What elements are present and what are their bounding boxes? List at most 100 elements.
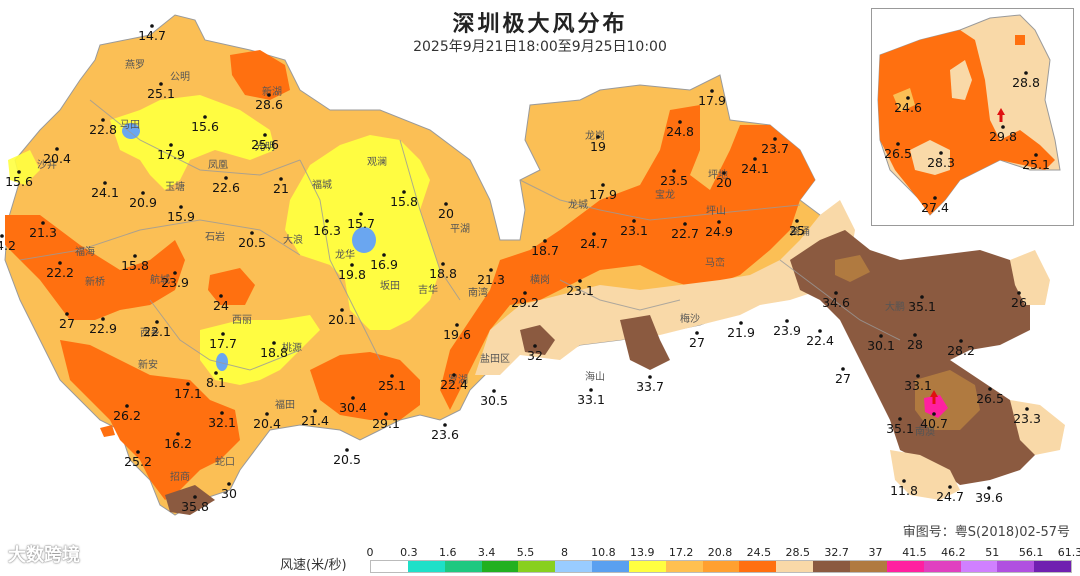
legend-tick-label: 0.3 [400,546,418,559]
district-label: 葵涌 [790,226,810,238]
station-value-label: 32.1 [208,415,236,430]
station-value-label: 22.7 [671,226,699,241]
station-marker [773,137,777,141]
district-label: 龙华 [335,248,355,261]
station-value-label: 22.9 [89,321,117,336]
zone-brown-meisha [620,315,670,370]
inset-yellow-spot [893,88,915,112]
zone-yellow-north [110,95,275,190]
district-label: 新桥 [85,275,105,288]
station-marker [313,409,317,413]
station-marker [227,482,231,486]
legend-swatch [886,561,924,572]
station-marker [785,319,789,323]
legend-tick-label: 24.5 [746,546,772,559]
district-label: 光明 [255,140,275,153]
station-value-label: 15.8 [121,258,149,273]
legend-swatch [923,561,961,572]
station-marker [58,261,62,265]
zone-tan-south [915,370,980,430]
station-marker [176,432,180,436]
max-arrow-icon [930,390,938,404]
legend-tick-label: 0 [366,546,374,559]
station-value-label: 17.9 [157,147,185,162]
legend-swatch [702,561,740,572]
district-label: 龙岗 [585,129,605,142]
station-marker [351,396,355,400]
station-marker [214,371,218,375]
station-marker [592,232,596,236]
wind-speed-legend: 风速(米/秒) 0 0.3 1.6 3.4 5.5 8 10.8 13.9 17.2 20.8 24… [280,546,1080,574]
station-value-label: 20 [438,206,454,221]
district-label: 横岗 [530,273,550,286]
station-value-label: 17.7 [209,336,237,351]
station-value-label: 15.6 [191,119,219,134]
station-marker [898,417,902,421]
inset-orange-dot [1015,35,1025,45]
watermark-text: 大数跨境 [8,545,80,566]
station-marker [101,118,105,122]
station-marker [103,181,107,185]
legend-swatch [813,561,850,572]
district-label: 蛇口 [215,455,235,468]
legend-tick-label: 56.1 [1018,546,1044,559]
station-marker [173,271,177,275]
station-marker [959,339,963,343]
legend-swatch [628,561,666,572]
station-value-label: 33.1 [577,392,605,407]
district-label: 马田 [120,119,140,131]
station-marker [65,312,69,316]
station-marker [948,485,952,489]
zone-orange-south [310,352,420,420]
station-group: 14.7 25.1 28.6 22.8 15.6 25.6 20.4 17.9 15.6 24.1… [0,24,1050,514]
district-label: 凤凰 [208,159,228,171]
station-marker [678,120,682,124]
station-marker [672,169,676,173]
legend-swatch [997,561,1035,572]
station-marker [648,375,652,379]
station-marker [739,321,743,325]
station-marker [455,323,459,327]
station-value-label: 27 [689,335,705,350]
station-value-label: 23.1 [620,223,648,238]
station-marker [159,82,163,86]
station-marker [695,331,699,335]
station-value-label: 21.4 [301,413,329,428]
station-value-label: 22.4 [440,377,468,392]
district-label: 西乡 [140,327,160,339]
station-value-label: 22.4 [806,333,834,348]
station-value-label: 17.9 [589,187,617,202]
station-value-label: 23.5 [660,173,688,188]
station-value-label: 34.6 [822,295,850,310]
wind-map: 燕罗 公明 新湖 马田 光明 凤凰 玉塘 福城 观澜 沙井 福海 新桥 石岩 大… [4,14,1065,516]
station-marker [350,263,354,267]
inset-station-marker [896,142,900,146]
station-value-label: 22.6 [212,180,240,195]
legend-swatch [665,561,703,572]
legend-tick-label: 8 [560,546,568,559]
station-marker [710,89,714,93]
station-value-label: 35.8 [181,499,209,514]
station-marker [834,291,838,295]
district-label: 平湖 [450,223,470,235]
station-marker [272,341,276,345]
station-marker [402,190,406,194]
zone-orange-sw [60,340,240,500]
station-marker [492,389,496,393]
zone-pink-hotspot [924,395,948,418]
station-value-label: 30.4 [339,400,367,415]
station-value-label: 16.2 [164,436,192,451]
station-value-label: 22.8 [89,122,117,137]
station-value-label: 26.5 [976,391,1004,406]
station-value-label: 35.1 [908,299,936,314]
station-value-label: 16.3 [313,223,341,238]
legend-swatch [407,561,445,572]
station-value-label: 23.9 [161,275,189,290]
station-value-label: 17.9 [698,93,726,108]
district-label: 坪山 [706,204,726,217]
inset-station-marker [939,151,943,155]
inset-station-marker [1001,125,1005,129]
station-marker [224,176,228,180]
station-marker [41,221,45,225]
district-label: 坂田 [380,280,400,292]
